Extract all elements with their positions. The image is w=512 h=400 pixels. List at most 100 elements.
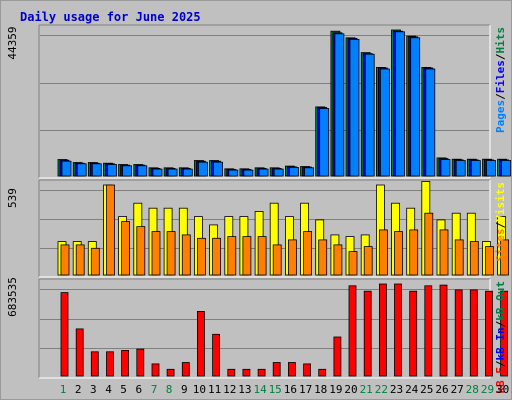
- bar-kb-f-day-12: [227, 368, 236, 377]
- bar-pages-day-20: [349, 39, 360, 177]
- bar-kb-f-day-10: [196, 310, 205, 377]
- bar-pages-day-23: [395, 31, 405, 177]
- x-tick-label-21: 21: [360, 383, 373, 396]
- legend-entry: kB F: [494, 367, 507, 394]
- bar-sites-day-17: [303, 231, 313, 276]
- x-tick-label-5: 5: [120, 383, 127, 396]
- bar-sites-day-7: [151, 231, 161, 276]
- x-tick-label-27: 27: [451, 383, 464, 396]
- bar-pages-day-4: [107, 164, 117, 177]
- bar-kb-f-day-4: [106, 351, 114, 377]
- bar-kb-f-day-6: [136, 348, 145, 377]
- panel-0-max-label: 44359: [6, 26, 19, 59]
- x-tick-label-23: 23: [390, 383, 403, 396]
- legend-entry: /: [494, 53, 507, 60]
- bar-pages-day-2: [76, 163, 87, 177]
- legend-entry: Files: [494, 60, 507, 93]
- bar-pages-day-3: [91, 163, 102, 177]
- legend-entry: kB Out: [494, 281, 507, 321]
- bar-pages-day-14: [258, 168, 269, 177]
- bar-kb-f-day-23: [394, 283, 402, 377]
- bar-sites-day-1: [60, 244, 70, 276]
- bar-pages-day-5: [122, 165, 132, 177]
- bar-sites-day-23: [394, 231, 403, 276]
- bar-kb-f-day-13: [242, 368, 251, 377]
- x-tick-label-14: 14: [253, 383, 267, 396]
- bar-pages-day-24: [410, 37, 421, 177]
- bar-sites-day-12: [227, 236, 237, 276]
- x-tick-label-22: 22: [375, 383, 388, 396]
- bar-sites-day-8: [166, 231, 176, 276]
- panel-1-max-label: 539: [6, 188, 19, 208]
- x-tick-label-1: 1: [60, 383, 67, 396]
- x-tick-label-11: 11: [208, 383, 221, 396]
- bar-sites-day-28: [469, 241, 479, 276]
- bar-sites-day-25: [424, 212, 434, 276]
- x-tick-label-9: 9: [181, 383, 188, 396]
- bar-sites-day-4: [106, 184, 115, 276]
- legend-entry: kB In: [494, 327, 507, 360]
- bar-sites-day-24: [409, 229, 419, 276]
- bar-kb-f-day-24: [409, 290, 418, 377]
- bar-kb-f-day-15: [272, 362, 281, 377]
- bar-pages-day-25: [425, 68, 436, 177]
- legend-entry: /: [494, 221, 507, 228]
- x-tick-label-24: 24: [405, 383, 419, 396]
- bar-kb-f-day-19: [333, 336, 342, 377]
- bar-pages-day-29: [486, 160, 496, 177]
- bar-sites-day-3: [90, 247, 100, 276]
- bar-pages-day-10: [197, 161, 208, 177]
- bar-sites-day-2: [75, 244, 85, 276]
- bar-sites-day-21: [363, 246, 373, 276]
- x-tick-label-26: 26: [435, 383, 448, 396]
- bar-pages-day-28: [470, 160, 481, 177]
- bar-kb-f-day-5: [121, 349, 129, 377]
- bar-kb-f-day-17: [303, 363, 312, 377]
- bar-pages-day-16: [288, 166, 299, 177]
- bar-pages-day-19: [334, 33, 345, 177]
- bar-pages-day-15: [273, 168, 284, 177]
- bar-sites-day-11: [212, 237, 222, 276]
- bar-sites-day-22: [378, 229, 388, 276]
- bar-sites-day-10: [196, 237, 206, 276]
- bar-sites-day-16: [287, 239, 297, 276]
- bar-kb-f-day-8: [166, 368, 175, 377]
- bar-sites-day-6: [136, 226, 146, 276]
- bar-kb-f-day-3: [90, 351, 99, 377]
- x-tick-label-7: 7: [151, 383, 158, 396]
- x-tick-label-29: 29: [481, 383, 494, 396]
- bar-pages-day-18: [319, 108, 330, 177]
- x-tick-label-8: 8: [166, 383, 173, 396]
- bar-sites-day-9: [181, 234, 191, 276]
- bar-kb-f-day-16: [287, 362, 296, 377]
- bar-kb-f-day-18: [318, 368, 327, 377]
- bar-kb-f-day-22: [378, 283, 387, 377]
- bar-sites-day-20: [348, 251, 358, 276]
- x-tick-label-25: 25: [420, 383, 433, 396]
- chart-title: Daily usage for June 2025: [20, 10, 201, 24]
- bar-kb-f-day-11: [212, 333, 221, 377]
- bar-pages-day-30: [501, 160, 512, 177]
- panel-0-legend: Pages/Files/Hits: [494, 27, 507, 133]
- bar-kb-f-day-29: [485, 290, 493, 377]
- bar-pages-day-9: [182, 168, 193, 177]
- bar-pages-day-21: [364, 53, 375, 177]
- legend-entry: /: [494, 93, 507, 100]
- bar-sites-day-30: [500, 239, 510, 276]
- bar-kb-f-day-1: [60, 292, 69, 377]
- bar-kb-f-day-25: [424, 285, 433, 377]
- bar-sites-day-18: [318, 239, 328, 276]
- x-tick-label-20: 20: [344, 383, 357, 396]
- bar-kb-f-day-28: [469, 289, 478, 377]
- x-tick-label-6: 6: [135, 383, 142, 396]
- x-tick-label-2: 2: [75, 383, 82, 396]
- bar-kb-f-day-9: [181, 362, 190, 377]
- legend-entry: Hits: [494, 27, 507, 54]
- legend-entry: /: [494, 320, 507, 327]
- bar-pages-day-8: [167, 168, 178, 177]
- bar-kb-f-day-14: [257, 368, 266, 377]
- panel-1-legend: Sites/Visits: [494, 182, 507, 262]
- x-tick-label-18: 18: [314, 383, 327, 396]
- bar-kb-f-day-20: [348, 285, 357, 377]
- bar-pages-day-27: [455, 160, 466, 177]
